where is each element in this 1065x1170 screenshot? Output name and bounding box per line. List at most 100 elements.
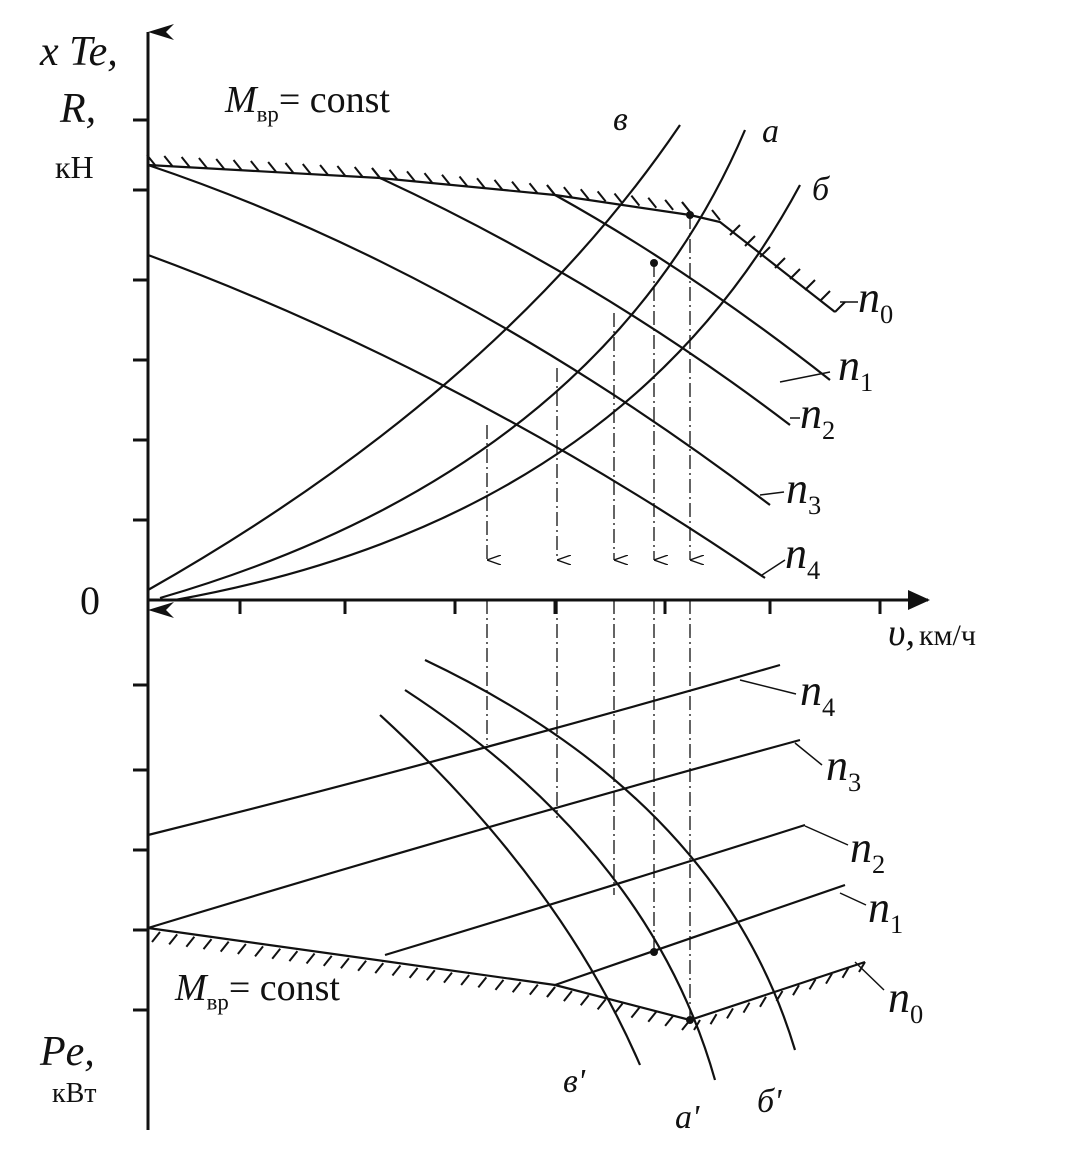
- hatch-mark: [563, 186, 573, 198]
- ticks: [133, 118, 882, 1012]
- hatch-mark: [423, 172, 434, 184]
- hatch-mark: [319, 164, 329, 176]
- speed-label: n0: [858, 273, 893, 329]
- constraint-label: Mвр= const: [174, 967, 340, 1015]
- constraint-label: Mвр= const: [224, 79, 390, 127]
- hatch-mark: [744, 235, 756, 247]
- labels: x Te, R, кН 0 υ, км/ч Pe, кВт в а б в' а'…: [39, 29, 976, 1136]
- hatch-mark: [374, 962, 385, 974]
- hatch-mark: [406, 170, 416, 183]
- hatch-mark: [202, 938, 213, 950]
- hatch-mark: [443, 972, 453, 984]
- n3-lower: [147, 738, 801, 930]
- x-symbol: υ,: [888, 612, 915, 654]
- hatch-mark: [288, 950, 299, 962]
- hatch-mark: [613, 1002, 624, 1015]
- label-rest: = const: [279, 79, 391, 121]
- constraint-lower: [147, 926, 691, 1022]
- point: [686, 1016, 694, 1024]
- y-axis-label: R,: [59, 86, 96, 132]
- hatch-mark: [232, 159, 243, 171]
- label-sub: 4: [807, 555, 820, 585]
- label-main: M: [174, 967, 209, 1009]
- leader: [839, 892, 867, 906]
- speed-label: n4: [785, 529, 820, 585]
- hatch-mark: [759, 246, 771, 258]
- hatch-mark: [336, 165, 347, 177]
- x-unit: км/ч: [919, 619, 976, 652]
- hatch-mark: [529, 983, 539, 996]
- hatch-mark: [441, 174, 451, 186]
- hatch-mark: [305, 952, 316, 965]
- points: [650, 211, 694, 1024]
- n4-lower: [147, 663, 781, 837]
- label-main: n: [826, 741, 848, 790]
- speed-label: n3: [826, 741, 861, 797]
- label-main: n: [785, 529, 807, 578]
- hatch-mark: [168, 933, 178, 946]
- hatch-mark: [198, 157, 208, 169]
- hatch-mark: [709, 1013, 718, 1025]
- label-sub: 4: [822, 692, 835, 722]
- hatch-mark: [579, 188, 590, 200]
- curve-b-lower: [424, 659, 797, 1051]
- label-main: n: [800, 666, 822, 715]
- hatch-mark: [146, 154, 156, 166]
- label-main: n: [786, 464, 808, 513]
- hatch-mark: [711, 209, 721, 221]
- hatching: [146, 154, 866, 1031]
- y-axis-label: x Te,: [39, 29, 118, 75]
- hatch-mark: [681, 201, 691, 213]
- n0-lower: [689, 960, 866, 1022]
- origin-label: 0: [80, 578, 100, 623]
- projection-lines: [486, 215, 690, 1020]
- curve-a-lower: [404, 689, 717, 1081]
- hatch-mark: [180, 156, 191, 168]
- hatch-mark: [613, 192, 624, 205]
- hatch-mark: [792, 984, 800, 996]
- n4-line: [147, 253, 766, 579]
- hatch-mark: [511, 981, 522, 993]
- curve-label: в': [563, 1063, 586, 1100]
- hatch-mark: [775, 990, 784, 1002]
- hatch-mark: [388, 169, 399, 181]
- hatch-mark: [267, 161, 277, 173]
- label-sub: 3: [848, 767, 861, 797]
- hatch-mark: [834, 301, 846, 313]
- hatch-mark: [819, 290, 831, 302]
- hatch-mark: [271, 948, 281, 960]
- curve-b: [174, 184, 801, 602]
- hatch-mark: [215, 158, 226, 170]
- curve-label: б: [812, 171, 831, 208]
- hatch-mark: [858, 961, 866, 973]
- curve-a: [159, 129, 747, 600]
- hatch-mark: [630, 1007, 641, 1019]
- hatch-mark: [254, 945, 264, 957]
- hatch-mark: [237, 943, 247, 955]
- hatch-mark: [664, 199, 674, 211]
- hatch-mark: [726, 1007, 734, 1019]
- label-main: n: [850, 823, 872, 872]
- hatch-mark: [808, 978, 817, 990]
- y-axis-unit: кВт: [52, 1078, 97, 1109]
- point: [650, 948, 658, 956]
- speed-label: n2: [850, 823, 885, 879]
- curve-label: а: [762, 113, 779, 150]
- hatch-mark: [596, 190, 607, 202]
- label-sub: 2: [822, 415, 835, 445]
- label-sub: 3: [808, 490, 821, 520]
- hatch-mark: [185, 936, 196, 948]
- hatch-mark: [774, 257, 786, 269]
- label-sub: вр: [207, 990, 229, 1015]
- hatch-mark: [391, 964, 402, 977]
- hatch-mark: [596, 998, 607, 1010]
- hatch-mark: [664, 1015, 674, 1027]
- label-main: M: [224, 79, 259, 121]
- n1-lower: [554, 883, 846, 987]
- leader: [854, 961, 885, 991]
- hatch-mark: [301, 163, 312, 175]
- hatch-mark: [284, 162, 295, 174]
- hatch-mark: [477, 976, 488, 989]
- hatch-mark: [476, 177, 486, 189]
